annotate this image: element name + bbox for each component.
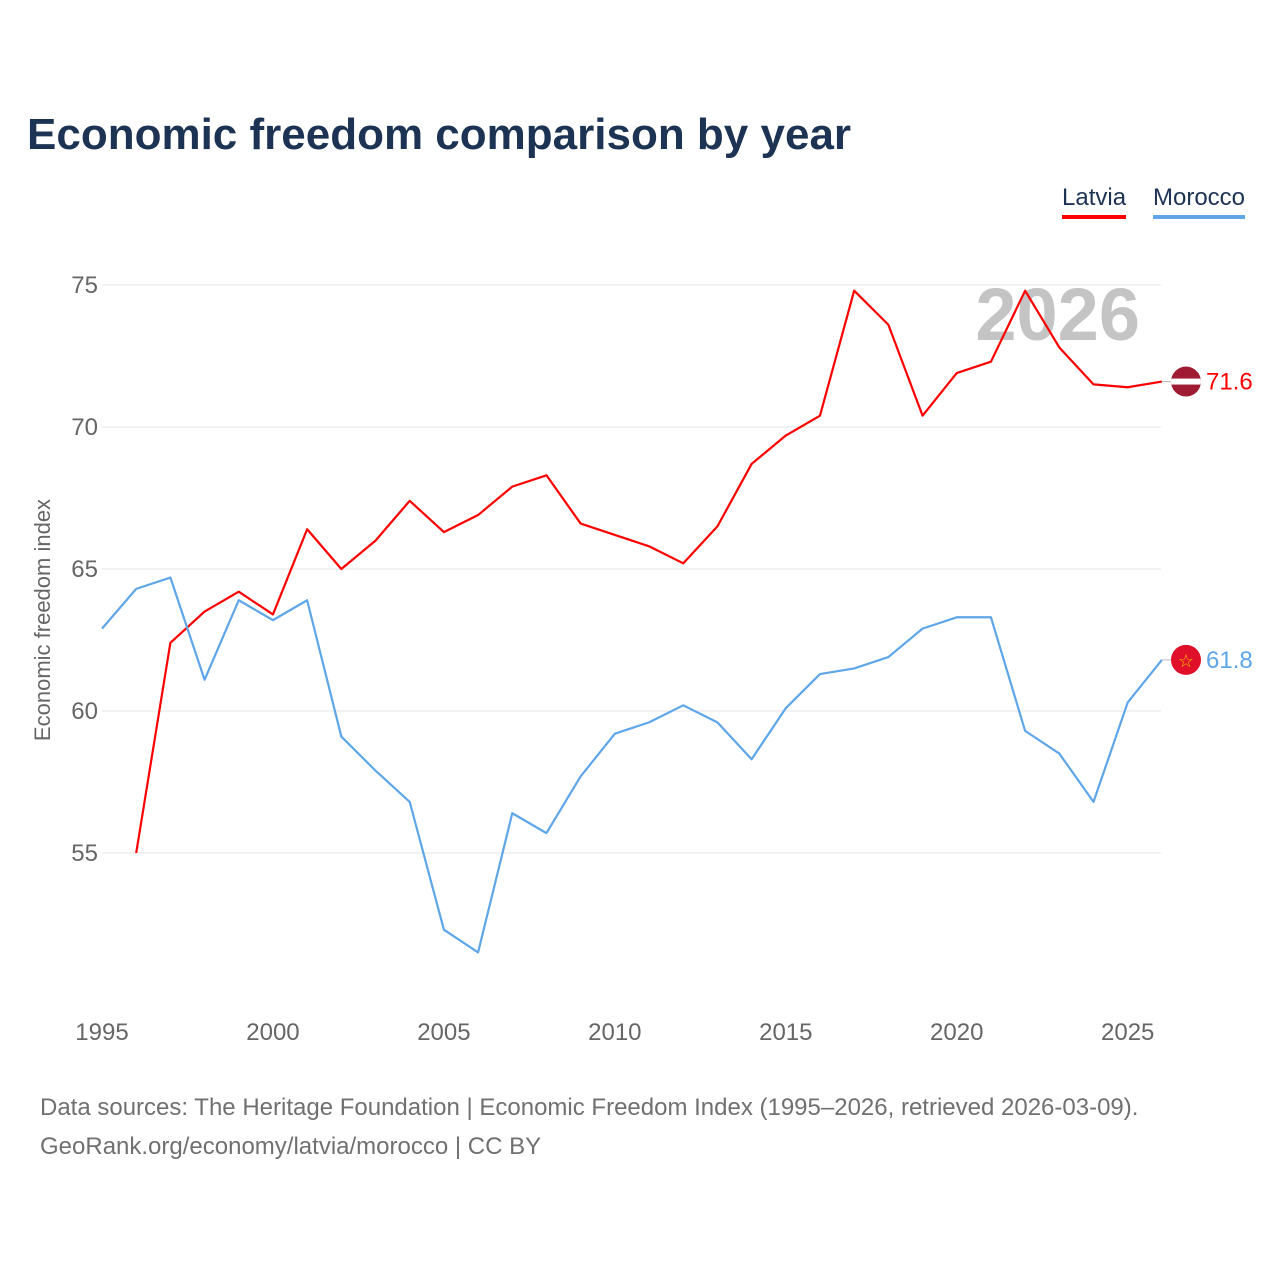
end-value-label: 61.8 [1206,647,1253,674]
series-line-morocco [101,576,1163,954]
y-tick-label: 70 [71,414,98,441]
series-line-latvia [135,289,1163,854]
legend-latvia[interactable]: Latvia [1062,184,1127,219]
y-tick-label: 60 [71,698,98,725]
x-tick-label: 2005 [417,1019,470,1046]
x-tick-label: 2020 [930,1019,983,1046]
flag-stripe [1171,378,1201,385]
end-value-label: 71.6 [1206,369,1253,396]
footer-attribution: GeoRank.org/economy/latvia/morocco | CC … [40,1133,542,1160]
morocco-flag-icon [1171,644,1201,675]
y-axis-label: Economic freedom index [30,499,55,741]
x-tick-label: 2010 [588,1019,641,1046]
x-tick-label: 2025 [1101,1019,1154,1046]
y-tick-label: 65 [71,556,98,583]
y-tick-label: 75 [71,272,98,299]
chart-title: Economic freedom comparison by year [27,110,852,159]
x-tick-label: 2015 [759,1019,812,1046]
x-tick-label: 2000 [246,1019,299,1046]
y-tick-label: 55 [71,840,98,867]
year-watermark: 2026 [975,273,1140,356]
footer: Data sources: The Heritage Foundation | … [40,1088,1138,1166]
x-tick-label: 1995 [75,1019,128,1046]
footer-sources: Data sources: The Heritage Foundation | … [40,1094,1139,1121]
flag-star: ☆ [1178,651,1194,671]
flag-field [1171,644,1201,675]
latvia-flag-icon [1171,366,1201,397]
legend-morocco[interactable]: Morocco [1153,184,1246,219]
